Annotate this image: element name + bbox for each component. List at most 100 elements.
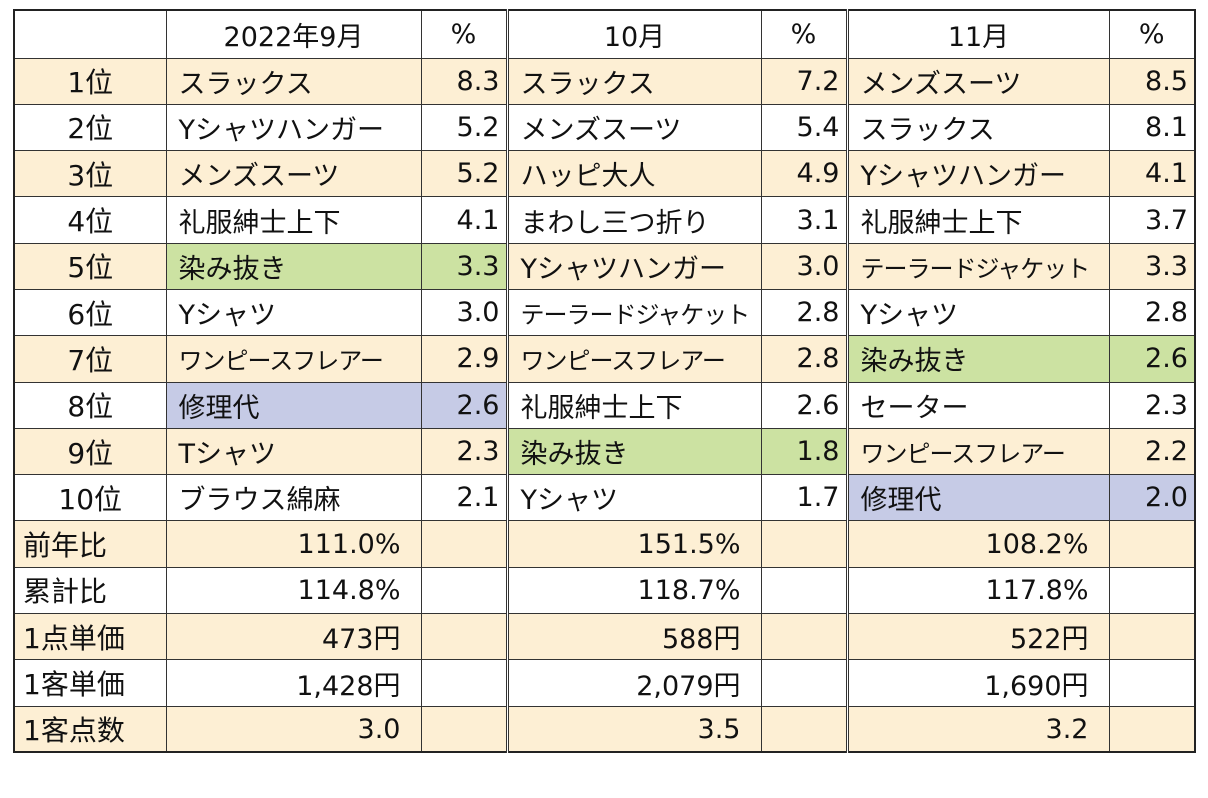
ranking-row: 1位 スラックス 8.3 スラックス 7.2 メンズスーツ 8.5 [13,57,1196,105]
summary-value: 2,079円 [505,659,762,707]
item-pct: 8.5 [1108,57,1196,105]
item-pct: 2.8 [760,335,848,383]
summary-row: 1客単価 1,428円 2,079円 1,690円 [13,659,1196,707]
summary-label: 1点単価 [13,613,167,661]
header-pct-2: % [760,9,848,59]
item-name: Yシャツ [505,474,762,522]
item-name: セーター [845,381,1110,429]
item-name: 礼服紳士上下 [505,381,762,429]
rank-cell: 9位 [13,427,167,476]
summary-value: 3.2 [845,705,1110,753]
item-name: Yシャツハンガー [505,242,762,290]
item-name-highlighted: 修理代 [165,381,422,429]
summary-empty [760,705,848,753]
item-pct: 2.6 [760,381,848,429]
summary-empty [420,566,508,615]
item-name-highlighted: 染み抜き [505,427,762,476]
item-pct: 3.1 [760,196,848,244]
item-pct: 5.2 [420,103,508,152]
summary-value: 473円 [165,613,422,661]
summary-empty [1108,613,1196,661]
rank-cell: 10位 [13,474,167,522]
summary-value: 1,690円 [845,659,1110,707]
ranking-row: 6位 Yシャツ 3.0 テーラードジャケット 2.8 Yシャツ 2.8 [13,288,1196,337]
item-pct: 3.0 [420,288,508,337]
item-name: 礼服紳士上下 [165,196,422,244]
item-name: メンズスーツ [845,57,1110,105]
summary-empty [1108,659,1196,707]
ranking-row: 10位 ブラウス綿麻 2.1 Yシャツ 1.7 修理代 2.0 [13,474,1196,522]
summary-empty [760,520,848,568]
item-pct: 2.3 [1108,381,1196,429]
summary-label: 前年比 [13,520,167,568]
item-name: メンズスーツ [505,103,762,152]
item-pct: 5.2 [420,150,508,198]
summary-empty [1108,520,1196,568]
item-pct-highlighted: 3.3 [420,242,508,290]
summary-row: 前年比 111.0% 151.5% 108.2% [13,520,1196,568]
rank-cell: 8位 [13,381,167,429]
item-name-highlighted: 修理代 [845,474,1110,522]
item-pct: 2.9 [420,335,508,383]
rank-cell: 5位 [13,242,167,290]
summary-label: 1客点数 [13,705,167,753]
item-pct: 2.8 [760,288,848,337]
item-pct: 2.2 [1108,427,1196,476]
item-pct: 2.3 [420,427,508,476]
ranking-row: 4位 礼服紳士上下 4.1 まわし三つ折り 3.1 礼服紳士上下 3.7 [13,196,1196,244]
item-name: 礼服紳士上下 [845,196,1110,244]
summary-label: 累計比 [13,566,167,615]
item-pct: 1.7 [760,474,848,522]
item-name: ワンピースフレアー [165,335,422,383]
summary-value: 151.5% [505,520,762,568]
item-name: スラックス [505,57,762,105]
summary-row: 1客点数 3.0 3.5 3.2 [13,705,1196,753]
item-pct: 8.3 [420,57,508,105]
summary-value: 1,428円 [165,659,422,707]
item-pct: 8.1 [1108,103,1196,152]
item-name: Yシャツハンガー [845,150,1110,198]
item-pct: 7.2 [760,57,848,105]
rank-cell: 7位 [13,335,167,383]
summary-value: 3.5 [505,705,762,753]
item-name: Tシャツ [165,427,422,476]
item-name-highlighted: 染み抜き [165,242,422,290]
summary-empty [420,613,508,661]
summary-value: 588円 [505,613,762,661]
item-name: メンズスーツ [165,150,422,198]
ranking-row: 7位 ワンピースフレアー 2.9 ワンピースフレアー 2.8 染み抜き 2.6 [13,335,1196,383]
item-pct-highlighted: 2.0 [1108,474,1196,522]
item-name: スラックス [165,57,422,105]
item-name: Yシャツ [845,288,1110,337]
item-pct-highlighted: 2.6 [1108,335,1196,383]
item-pct: 3.0 [760,242,848,290]
summary-empty [1108,705,1196,753]
ranking-row: 5位 染み抜き 3.3 Yシャツハンガー 3.0 テーラードジャケット 3.3 [13,242,1196,290]
summary-empty [760,566,848,615]
header-pct-1: % [420,9,508,59]
item-name: テーラードジャケット [845,242,1110,290]
rank-cell: 4位 [13,196,167,244]
summary-label: 1客単価 [13,659,167,707]
summary-value: 114.8% [165,566,422,615]
summary-empty [420,705,508,753]
summary-value: 108.2% [845,520,1110,568]
item-pct-highlighted: 1.8 [760,427,848,476]
item-name: まわし三つ折り [505,196,762,244]
header-row: 2022年9月 % 10月 % 11月 % [13,9,1196,59]
ranking-table: 2022年9月 % 10月 % 11月 % 1位 スラックス 8.3 スラックス… [13,9,1196,754]
ranking-table-wrapper: 2022年9月 % 10月 % 11月 % 1位 スラックス 8.3 スラックス… [13,9,1196,754]
item-pct: 3.3 [1108,242,1196,290]
summary-value: 522円 [845,613,1110,661]
summary-empty [760,659,848,707]
item-pct: 2.1 [420,474,508,522]
header-pct-3: % [1108,9,1196,59]
item-name-highlighted: 染み抜き [845,335,1110,383]
header-month-2: 10月 [505,9,762,59]
summary-value: 118.7% [505,566,762,615]
summary-row: 累計比 114.8% 118.7% 117.8% [13,566,1196,615]
item-name: Yシャツ [165,288,422,337]
rank-cell: 1位 [13,57,167,105]
item-name: ハッピ大人 [505,150,762,198]
item-name: テーラードジャケット [505,288,762,337]
